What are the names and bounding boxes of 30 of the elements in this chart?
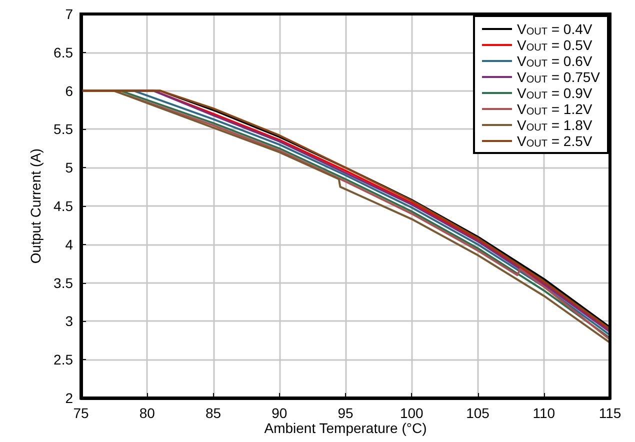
legend-label: VOUT = 0.4V (517, 21, 593, 38)
legend-label: VOUT = 2.5V (517, 133, 593, 150)
y-tick-label: 2 (65, 390, 74, 406)
y-tick-label: 3 (65, 313, 74, 330)
y-tick-label: 5.5 (54, 121, 74, 138)
x-tick-label: 115 (598, 405, 622, 421)
x-tick-label: 110 (532, 405, 556, 421)
y-tick-label: 6.5 (54, 44, 74, 60)
y-tick-label: 4.5 (54, 198, 74, 214)
x-axis-title: Ambient Temperature (°C) (264, 420, 427, 436)
x-tick-label: 105 (466, 405, 490, 421)
y-tick-label: 4 (65, 236, 74, 252)
legend-label: VOUT = 0.9V (517, 85, 593, 102)
legend-label: VOUT = 0.75V (517, 69, 601, 86)
legend-label: VOUT = 1.2V (517, 101, 593, 118)
y-tick-label: 5 (65, 160, 74, 176)
x-tick-label: 75 (73, 405, 89, 421)
x-tick-label: 100 (400, 405, 424, 421)
y-tick-label: 6 (65, 82, 74, 99)
y-tick-label: 2.5 (54, 352, 74, 368)
y-axis-title: Output Current (A) (28, 148, 44, 264)
legend-label: VOUT = 1.8V (517, 117, 593, 134)
y-tick-label: 3.5 (54, 274, 74, 291)
x-tick-label: 85 (205, 405, 222, 421)
y-tick-label: 7 (65, 6, 74, 22)
x-tick-label: 80 (139, 405, 156, 421)
x-tick-label: 95 (338, 405, 354, 421)
legend-label: VOUT = 0.6V (517, 53, 593, 70)
legend-label: VOUT = 0.5V (517, 37, 593, 54)
x-tick-label: 90 (272, 405, 288, 421)
